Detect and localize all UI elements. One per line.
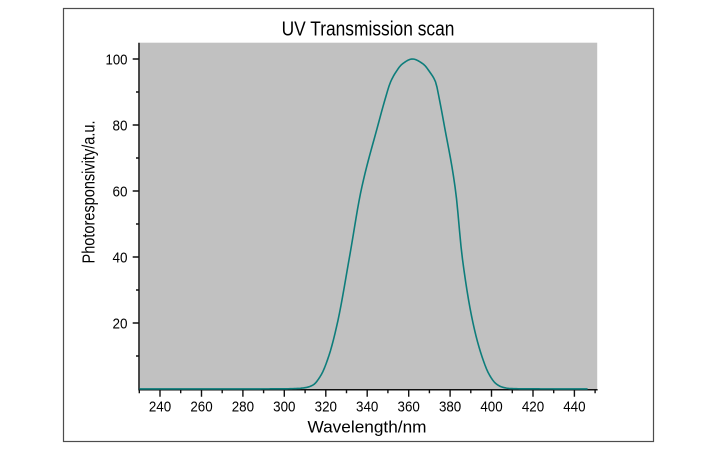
svg-text:360: 360 bbox=[398, 399, 420, 416]
svg-text:400: 400 bbox=[480, 399, 502, 416]
svg-text:Wavelength/nm: Wavelength/nm bbox=[308, 418, 427, 437]
svg-text:40: 40 bbox=[113, 249, 128, 266]
svg-text:240: 240 bbox=[149, 399, 171, 416]
svg-text:20: 20 bbox=[113, 315, 128, 332]
svg-text:380: 380 bbox=[439, 399, 461, 416]
svg-text:80: 80 bbox=[113, 117, 128, 134]
svg-text:Photoresponsivity/a.u.: Photoresponsivity/a.u. bbox=[78, 121, 98, 264]
svg-text:420: 420 bbox=[522, 399, 544, 416]
svg-text:100: 100 bbox=[106, 51, 128, 68]
svg-text:UV Transmission scan: UV Transmission scan bbox=[282, 17, 455, 40]
svg-text:60: 60 bbox=[113, 183, 128, 200]
svg-text:300: 300 bbox=[273, 399, 295, 416]
svg-text:320: 320 bbox=[315, 399, 337, 416]
svg-text:340: 340 bbox=[356, 399, 378, 416]
svg-text:280: 280 bbox=[232, 399, 254, 416]
svg-text:260: 260 bbox=[190, 399, 212, 416]
svg-text:440: 440 bbox=[563, 399, 585, 416]
